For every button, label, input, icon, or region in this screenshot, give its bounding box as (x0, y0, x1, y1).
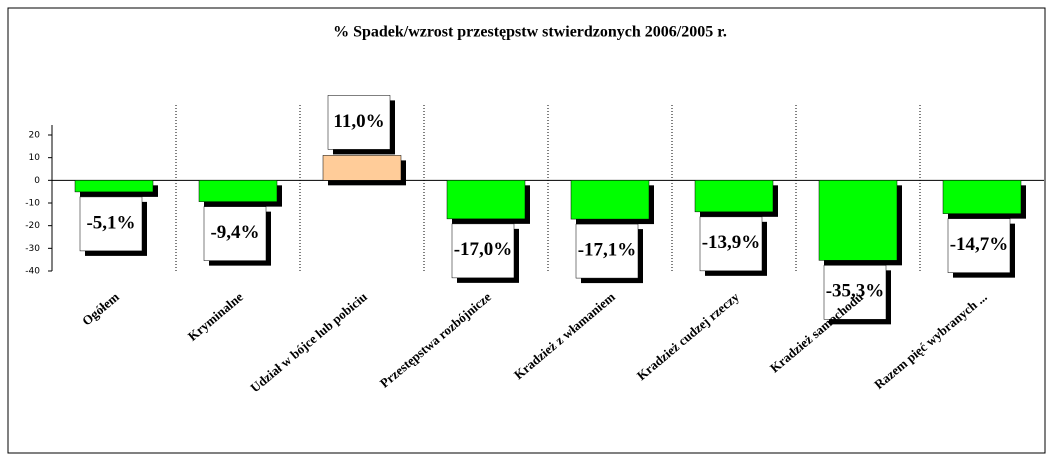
bar (322, 155, 402, 181)
label-box (327, 95, 391, 150)
label-box (699, 216, 763, 272)
y-tick-label: 0 (34, 176, 40, 186)
bar (198, 180, 278, 202)
bar (694, 180, 774, 213)
bar (570, 180, 650, 220)
label-box (79, 196, 143, 252)
value-label: 11,0% (333, 111, 384, 132)
label-box (823, 265, 887, 320)
y-tick-label: 20 (29, 131, 41, 141)
chart-title: % Spadek/wzrost przestępstw stwierdzonyc… (333, 24, 727, 41)
value-label: -35,3% (826, 281, 885, 302)
value-label: -14,7% (950, 234, 1009, 255)
y-tick-label: 10 (29, 153, 41, 163)
bar (942, 180, 1022, 214)
label-box (947, 218, 1011, 273)
value-label: -5,1% (86, 212, 135, 233)
bar (818, 180, 898, 261)
y-tick-label: -10 (25, 199, 40, 209)
y-tick-label: -40 (25, 267, 40, 277)
bar (446, 180, 526, 220)
y-tick-label: -20 (25, 221, 40, 231)
label-box (203, 206, 267, 261)
value-label: -13,9% (702, 232, 761, 253)
value-label: -17,0% (454, 239, 513, 260)
value-label: -9,4% (210, 222, 259, 243)
label-box (575, 223, 639, 279)
y-tick-label: -30 (25, 244, 40, 254)
bar (74, 180, 154, 193)
value-label: -17,1% (578, 239, 637, 260)
label-box (451, 223, 515, 279)
